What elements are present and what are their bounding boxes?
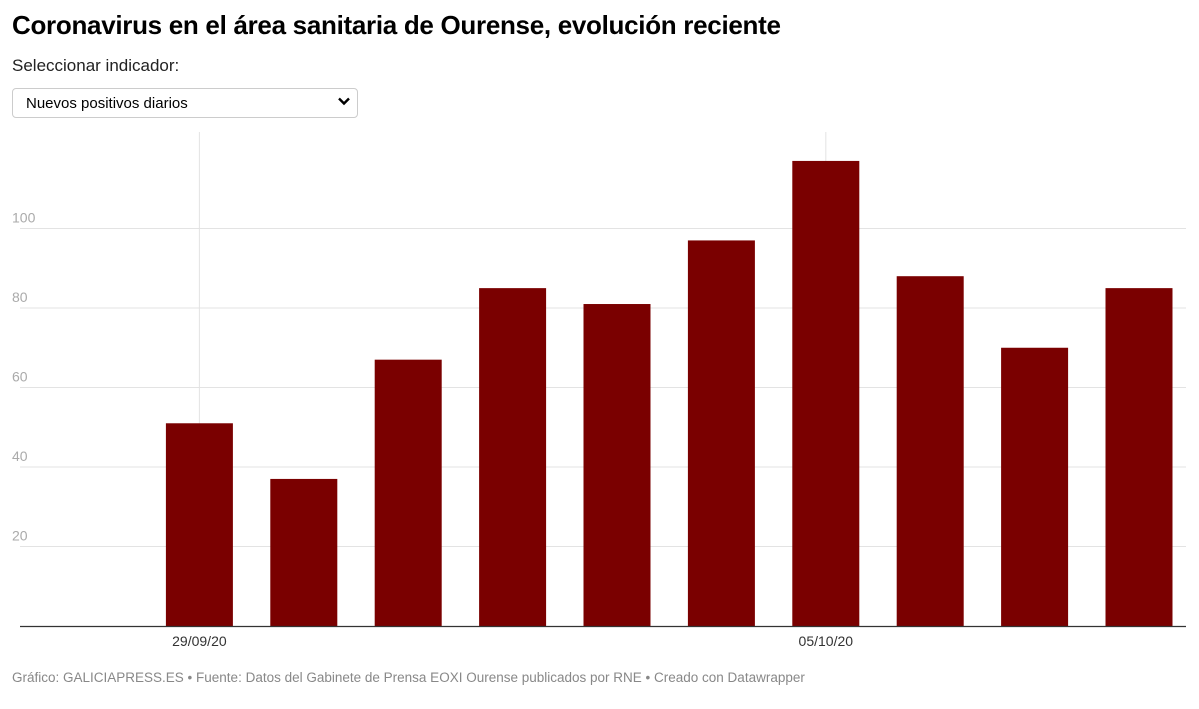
x-tick-label: 05/10/20 (799, 633, 854, 649)
chevron-down-icon (338, 97, 350, 106)
bar-03-10-20 (583, 304, 651, 626)
bar-06-10-20 (896, 276, 964, 626)
bar-05-10-20 (792, 160, 860, 627)
bar-01-10-20 (374, 359, 442, 626)
y-tick-label: 60 (12, 369, 28, 385)
x-tick-label: 29/09/20 (172, 633, 227, 649)
bar-04-10-20 (687, 240, 755, 627)
bar-07-10-20 (1001, 347, 1069, 626)
indicator-select[interactable]: Nuevos positivos diarios (12, 88, 358, 118)
bar-08-10-20 (1105, 288, 1173, 626)
indicator-select-value: Nuevos positivos diarios (26, 94, 188, 112)
footer-credits: Gráfico: GALICIAPRESS.ES • Fuente: Datos… (12, 670, 805, 685)
y-tick-label: 80 (12, 289, 28, 305)
y-tick-label: 20 (12, 528, 28, 544)
bar-29-09-20 (165, 423, 233, 626)
bar-02-10-20 (479, 288, 547, 626)
bar-30-09-20 (270, 478, 338, 626)
chart-title: Coronavirus en el área sanitaria de Oure… (12, 10, 781, 40)
y-tick-label: 40 (12, 448, 28, 464)
y-tick-label: 100 (12, 210, 36, 226)
selector-label: Seleccionar indicador: (12, 56, 180, 75)
